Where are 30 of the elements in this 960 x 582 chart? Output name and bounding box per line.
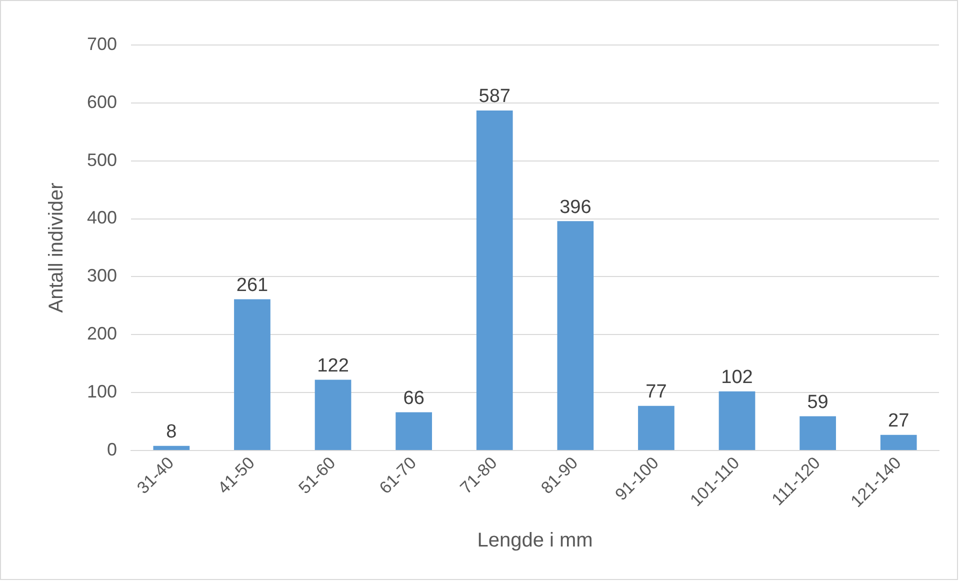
data-label: 66 bbox=[403, 388, 424, 409]
y-tick-label: 0 bbox=[107, 439, 118, 460]
bar bbox=[314, 380, 352, 450]
y-axis-title: Antall individer bbox=[46, 182, 68, 313]
bar bbox=[476, 110, 513, 450]
data-label: 261 bbox=[236, 275, 268, 296]
bar bbox=[153, 446, 190, 450]
bar bbox=[234, 299, 270, 450]
data-label: 77 bbox=[646, 382, 667, 403]
bar bbox=[396, 412, 432, 450]
bar bbox=[638, 406, 674, 450]
y-tick-label: 400 bbox=[86, 208, 118, 228]
data-label: 102 bbox=[721, 367, 753, 388]
y-tick-label: 300 bbox=[86, 266, 118, 286]
data-label: 27 bbox=[888, 410, 910, 432]
data-label: 396 bbox=[560, 196, 592, 218]
data-label: 8 bbox=[166, 422, 177, 443]
y-tick-label: 100 bbox=[86, 382, 118, 402]
y-tick-label: 500 bbox=[86, 150, 118, 170]
bar bbox=[800, 416, 836, 450]
y-tick-label: 200 bbox=[86, 324, 118, 344]
y-tick-label: 600 bbox=[86, 92, 118, 112]
bar bbox=[557, 221, 594, 450]
data-label: 122 bbox=[317, 356, 349, 377]
x-axis-title: Lengde i mm bbox=[477, 530, 593, 552]
y-tick-label: 700 bbox=[86, 34, 118, 54]
bar bbox=[718, 391, 756, 450]
data-label: 587 bbox=[478, 86, 510, 108]
data-label: 59 bbox=[807, 392, 828, 414]
bar bbox=[880, 434, 917, 450]
